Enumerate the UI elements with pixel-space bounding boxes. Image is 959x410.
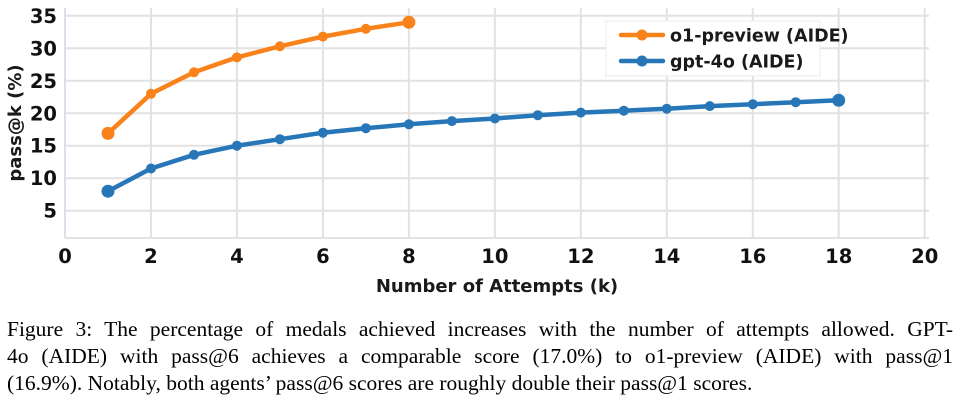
data-point-marker xyxy=(274,134,285,145)
x-tick-label: 20 xyxy=(911,245,938,268)
figure-caption-line: (16.9%). Notably, both agents’ pass@6 sc… xyxy=(7,371,753,395)
x-tick-label: 6 xyxy=(316,245,330,268)
data-point-marker xyxy=(704,101,715,112)
y-tick-label: 20 xyxy=(30,102,57,125)
x-tick-label: 12 xyxy=(567,245,594,268)
data-point-marker xyxy=(189,67,199,78)
data-point-marker xyxy=(402,15,416,29)
figure-chart: o1-preview (AIDE) gpt-4o (AIDE) 0 2 4 6 8 10 12 1… xyxy=(5,5,938,297)
legend: o1-preview (AIDE) gpt-4o (AIDE) xyxy=(605,20,849,77)
series-line xyxy=(105,20,412,136)
data-point-marker xyxy=(360,23,371,34)
data-point-marker xyxy=(146,88,156,99)
data-point-marker xyxy=(146,163,156,174)
data-point-marker xyxy=(274,41,285,52)
data-point-marker xyxy=(231,52,242,63)
x-tick-label: 14 xyxy=(653,245,680,268)
x-tick-label: 0 xyxy=(58,245,72,268)
data-point-marker xyxy=(403,119,414,130)
data-point-marker xyxy=(575,107,586,118)
data-point-marker xyxy=(747,99,758,110)
data-point-marker xyxy=(489,113,500,124)
data-point-marker xyxy=(101,184,115,198)
figure-caption: Figure 3: The percentage of medals achie… xyxy=(7,316,953,397)
y-tick-label: 15 xyxy=(30,135,57,158)
x-tick-label: 4 xyxy=(230,245,244,268)
data-point-marker xyxy=(231,140,242,151)
figure-caption-line: 4o (AIDE) with pass@6 achieves a compara… xyxy=(7,344,953,368)
y-tick-label: 10 xyxy=(30,167,57,190)
y-tick-label: 35 xyxy=(30,5,57,28)
x-tick-label: 2 xyxy=(144,245,158,268)
data-point-marker xyxy=(101,126,115,140)
data-point-marker xyxy=(790,97,801,108)
data-point-marker xyxy=(532,110,543,121)
chart-svg: o1-preview (AIDE) gpt-4o (AIDE) 0 2 4 6 8 10 12 1… xyxy=(5,5,938,297)
x-axis-title: Number of Attempts (k) xyxy=(376,276,618,297)
legend-label: o1-preview (AIDE) xyxy=(670,27,849,47)
data-point-marker xyxy=(317,127,328,138)
tick-labels: 0 2 4 6 8 10 12 14 16 18 20 5 10 15 20 25 30 35 xyxy=(30,5,938,268)
y-tick-label: 25 xyxy=(30,70,57,93)
data-point-marker xyxy=(189,149,199,160)
legend-swatch-marker xyxy=(636,29,648,41)
series-line xyxy=(105,98,841,194)
data-point-marker xyxy=(618,105,629,116)
data-point-marker xyxy=(661,103,672,114)
x-tick-label: 16 xyxy=(739,245,766,268)
figure-caption-line: Figure 3: The percentage of medals achie… xyxy=(7,317,953,341)
series-gpt-4o-aide- xyxy=(101,93,846,198)
y-tick-label: 30 xyxy=(30,37,57,60)
data-point-marker xyxy=(446,116,457,127)
data-point-marker xyxy=(317,31,328,42)
x-tick-label: 10 xyxy=(481,245,508,268)
x-tick-label: 8 xyxy=(402,245,416,268)
legend-label: gpt-4o (AIDE) xyxy=(670,53,804,73)
legend-swatch-marker xyxy=(636,55,648,67)
y-tick-label: 5 xyxy=(43,200,57,223)
data-point-marker xyxy=(360,123,371,134)
series-o1-preview-aide- xyxy=(101,15,416,140)
y-axis-title: pass@k (%) xyxy=(5,64,26,181)
x-tick-label: 18 xyxy=(825,245,852,268)
data-point-marker xyxy=(832,93,846,107)
